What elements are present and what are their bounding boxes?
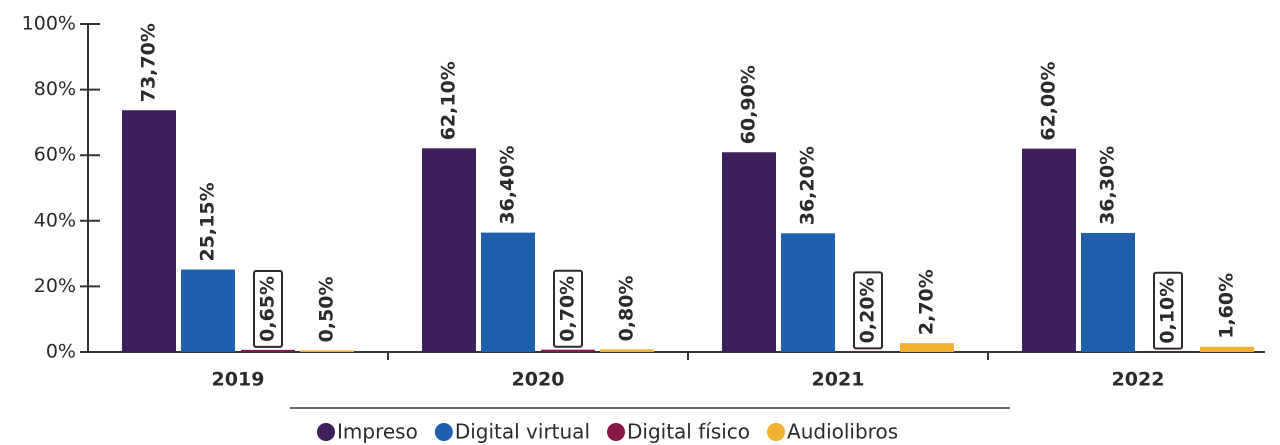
label-box xyxy=(853,271,883,350)
bar xyxy=(122,110,176,352)
legend-label: Audiolibros xyxy=(787,420,898,444)
label-box xyxy=(553,269,583,348)
value-label: 73,70% xyxy=(138,23,160,102)
bar xyxy=(900,343,954,352)
value-label: 0,20% xyxy=(857,277,879,343)
value-label: 62,00% xyxy=(1038,61,1060,140)
y-tick-label: 80% xyxy=(34,78,76,100)
legend-marker xyxy=(317,423,335,441)
bar xyxy=(181,269,235,352)
bar xyxy=(1022,148,1076,352)
bar xyxy=(1200,346,1254,352)
bar xyxy=(241,349,295,352)
label-box xyxy=(1153,271,1183,350)
x-tick-label: 2019 xyxy=(212,369,265,391)
value-label: 1,60% xyxy=(1216,273,1238,339)
x-tick-label: 2022 xyxy=(1112,369,1165,391)
x-tick-label: 2020 xyxy=(512,369,565,391)
y-tick-label: 0% xyxy=(46,341,76,363)
legend-marker xyxy=(434,423,453,441)
legend-marker xyxy=(607,423,625,441)
value-label: 0,10% xyxy=(1157,278,1179,344)
y-tick-label: 40% xyxy=(34,209,76,231)
legend-marker xyxy=(767,423,786,441)
bar xyxy=(422,148,476,352)
value-label: 2,70% xyxy=(916,269,938,335)
value-label: 0,70% xyxy=(557,276,579,342)
bar xyxy=(541,349,595,352)
legend-label: Digital físico xyxy=(627,420,750,444)
value-label: 25,15% xyxy=(197,182,219,261)
legend-label: Impreso xyxy=(337,420,418,444)
value-label: 36,30% xyxy=(1097,146,1119,225)
value-label: 0,65% xyxy=(257,276,279,342)
bar xyxy=(481,232,535,352)
value-label: 0,80% xyxy=(616,275,638,341)
bar xyxy=(722,152,776,352)
bar xyxy=(300,350,354,352)
value-label: 0,50% xyxy=(316,276,338,342)
y-tick-label: 100% xyxy=(22,13,76,35)
value-label: 36,20% xyxy=(797,146,819,225)
x-tick-label: 2021 xyxy=(812,369,865,391)
bar xyxy=(841,351,895,352)
value-label: 60,90% xyxy=(738,65,760,144)
y-tick-label: 60% xyxy=(34,144,76,166)
bar xyxy=(600,349,654,352)
y-tick-label: 20% xyxy=(34,275,76,297)
value-label: 36,40% xyxy=(497,145,519,224)
bar xyxy=(1081,232,1135,352)
value-label: 62,10% xyxy=(438,61,460,140)
bar xyxy=(781,233,835,352)
legend-label: Digital virtual xyxy=(455,420,590,444)
label-box xyxy=(253,269,283,348)
